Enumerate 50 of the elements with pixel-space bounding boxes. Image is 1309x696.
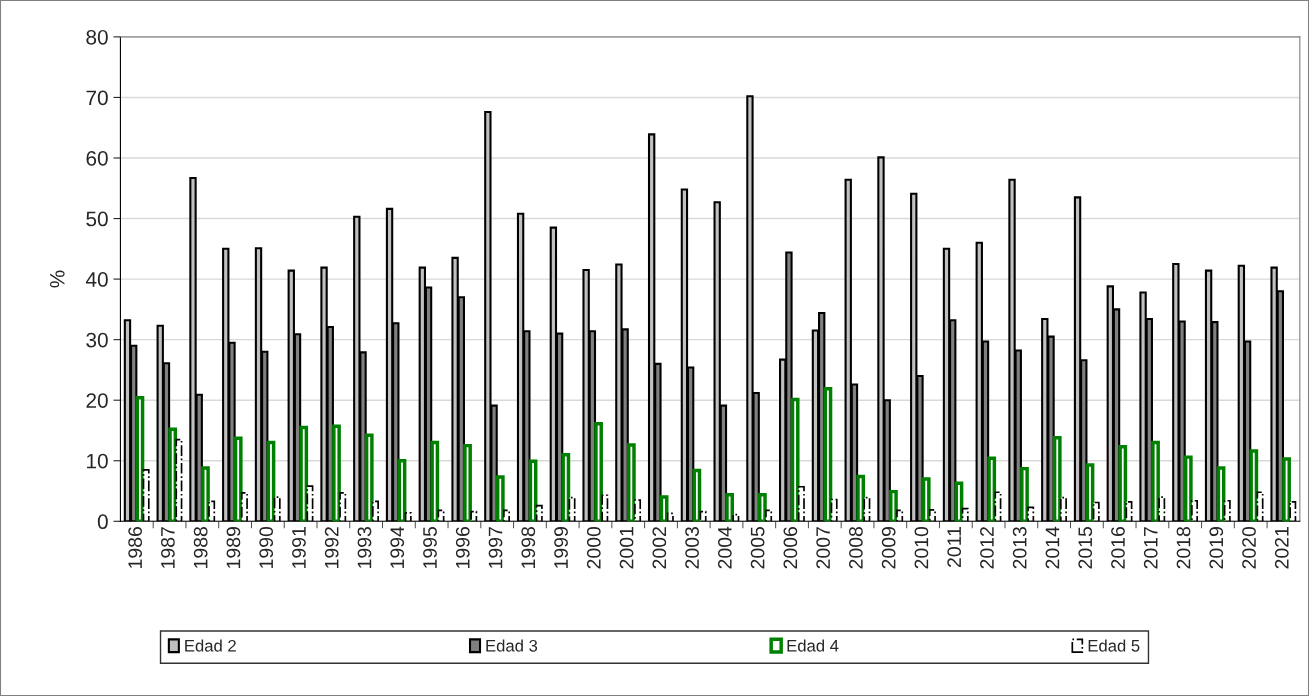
x-tick-label: 2016 — [1111, 527, 1125, 569]
x-tick-label: 2011 — [947, 527, 962, 567]
x-tick-label: 1988 — [193, 527, 208, 568]
x-tick-label: 2019 — [1209, 527, 1224, 569]
y-tick-label: 50 — [86, 211, 108, 227]
x-tick-label: 2004 — [717, 526, 732, 569]
x-tick-label: 1991 — [292, 527, 306, 568]
x-tick-label: 1995 — [423, 526, 437, 568]
y-tick-label: 10 — [87, 453, 108, 469]
x-tick-label: 2015 — [1078, 526, 1093, 569]
x-tick-label: 1992 — [324, 527, 339, 568]
y-axis-title: % — [50, 270, 65, 288]
x-tick-label: 2013 — [1012, 527, 1027, 569]
x-tick-label: 2006 — [783, 527, 798, 569]
x-tick-label: 1987 — [161, 527, 175, 568]
x-tick-label: 1990 — [259, 526, 274, 568]
x-tick-label: 1986 — [128, 527, 143, 568]
x-tick-label: 2014 — [1045, 526, 1060, 569]
y-tick-label: 30 — [86, 332, 108, 348]
x-tick-label: 2002 — [652, 527, 667, 569]
x-tick-label: 2018 — [1176, 527, 1191, 569]
x-tick-label: 2003 — [685, 527, 699, 569]
legend-label: Edad 3 — [486, 639, 538, 652]
x-tick-label: 2008 — [849, 527, 863, 569]
x-tick-label: 1993 — [357, 527, 372, 568]
y-tick-label: 0 — [97, 514, 108, 530]
x-tick-label: 2021 — [1274, 527, 1289, 569]
x-tick-label: 1999 — [554, 527, 568, 568]
y-tick-label: 20 — [86, 393, 108, 408]
x-tick-label: 2010 — [914, 526, 929, 569]
x-tick-label: 2009 — [881, 527, 896, 569]
x-tick-label: 2000 — [586, 526, 601, 569]
y-tick-label: 60 — [86, 150, 108, 166]
legend-label: Edad 4 — [787, 639, 839, 652]
x-tick-label: 2001 — [619, 527, 634, 569]
x-tick-label: 1989 — [226, 527, 241, 568]
y-tick-label: 80 — [86, 29, 108, 45]
x-tick-label: 2005 — [750, 526, 765, 569]
x-tick-label: 2007 — [816, 527, 831, 569]
x-tick-label: 1994 — [390, 526, 405, 568]
x-tick-label: 2020 — [1242, 526, 1256, 569]
x-tick-label: 2017 — [1143, 527, 1158, 569]
x-tick-label: 1997 — [488, 527, 503, 568]
x-tick-label: 2012 — [980, 527, 994, 569]
y-tick-label: 70 — [86, 90, 108, 106]
x-tick-label: 1996 — [455, 527, 470, 568]
legend-label: Edad 5 — [1088, 639, 1140, 652]
x-tick-label: 1998 — [521, 527, 536, 568]
legend-label: Edad 2 — [185, 639, 236, 652]
y-tick-label: 40 — [85, 272, 108, 287]
